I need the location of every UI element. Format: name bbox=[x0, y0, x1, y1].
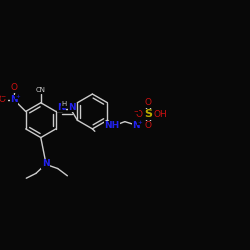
Text: H: H bbox=[61, 101, 66, 107]
Text: −: − bbox=[1, 94, 6, 98]
Text: N: N bbox=[58, 102, 66, 112]
Text: +: + bbox=[137, 120, 142, 124]
Text: O: O bbox=[144, 98, 152, 108]
Text: O: O bbox=[144, 121, 152, 130]
Text: NH: NH bbox=[104, 122, 120, 130]
Text: N: N bbox=[10, 95, 18, 104]
Text: +: + bbox=[15, 94, 20, 99]
Text: −: − bbox=[134, 108, 138, 114]
Text: N: N bbox=[132, 121, 140, 130]
Text: O: O bbox=[10, 83, 18, 92]
Text: N: N bbox=[68, 102, 76, 112]
Text: OH: OH bbox=[154, 110, 168, 119]
Text: O: O bbox=[0, 95, 5, 104]
Text: S: S bbox=[144, 109, 152, 119]
Text: N: N bbox=[42, 159, 50, 168]
Text: CN: CN bbox=[36, 87, 46, 93]
Text: N: N bbox=[58, 102, 65, 112]
Text: O: O bbox=[135, 110, 142, 119]
